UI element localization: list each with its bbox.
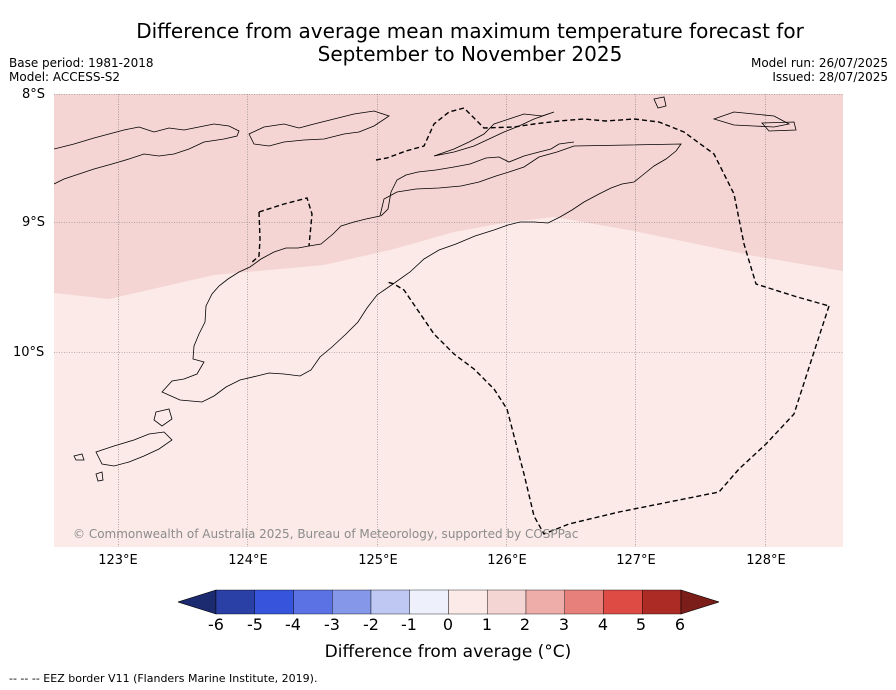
lon-label-127e: 127°E: [616, 553, 656, 568]
base-period-text: Base period: 1981-2018: [9, 56, 154, 70]
colorbar-tick-5: 5: [635, 615, 647, 634]
colorbar-tick-minus-3: -3: [324, 615, 340, 634]
graticule: [54, 94, 843, 547]
anomaly-region-1-to-2: [54, 94, 843, 299]
colorbar-tick-1: 1: [481, 615, 493, 634]
alor-island: [248, 110, 390, 147]
timor-south-coast: [161, 143, 682, 403]
small-island-1: [653, 96, 667, 109]
colorbar-segment-4: [370, 589, 410, 615]
colorbar-segment-3: [332, 589, 372, 615]
lon-label-126e: 126°E: [487, 553, 527, 568]
eez-border-north: [249, 211, 261, 265]
colorbar: [178, 589, 719, 615]
colorbar-tick-3: 3: [558, 615, 570, 634]
colorbar-tick-minus-2: -2: [363, 615, 379, 634]
lon-label-125e: 125°E: [358, 553, 398, 568]
chart-title: Difference from average mean maximum tem…: [0, 20, 896, 66]
colorbar-label: Difference from average (°C): [324, 642, 572, 662]
timor-north-coast: [380, 141, 575, 217]
colorbar-segment-1: [254, 589, 294, 615]
colorbar-segment-2: [293, 589, 333, 615]
small-island-2: [712, 111, 791, 128]
title-line-1: Difference from average mean maximum tem…: [136, 19, 804, 43]
colorbar-segment-8: [525, 589, 565, 615]
eez-border-timor-north: [375, 107, 830, 307]
lat-label-10s: 10°S: [13, 345, 45, 360]
colorbar-tick-minus-5: -5: [247, 615, 263, 634]
model-text: Model: ACCESS-S2: [9, 70, 121, 84]
west-tip-island: [95, 431, 173, 467]
lon-label-128e: 128°E: [746, 553, 786, 568]
eez-border-enclave: [258, 197, 313, 247]
colorbar-under-arrow: [178, 589, 217, 615]
small-island-3: [761, 121, 797, 132]
colorbar-tick-2: 2: [519, 615, 531, 634]
eez-border-south: [386, 281, 830, 535]
colorbar-tick-minus-6: -6: [208, 615, 224, 634]
colorbar-segment-9: [564, 589, 604, 615]
colorbar-segment-10: [603, 589, 643, 615]
issued-text: Issued: 28/07/2025: [772, 70, 888, 84]
savu-island: [73, 453, 85, 461]
colorbar-tick-4: 4: [597, 615, 609, 634]
colorbar-tick-0: 0: [442, 615, 454, 634]
colorbar-segment-5: [409, 589, 449, 615]
model-run-text: Model run: 26/07/2025: [750, 56, 888, 70]
colorbar-tick-minus-1: -1: [401, 615, 417, 634]
wetar-island: [433, 111, 555, 157]
footer-note: -- -- -- EEZ border V11 (Flanders Marine…: [9, 672, 318, 685]
colorbar-segment-0: [215, 589, 255, 615]
colorbar-segment-6: [448, 589, 488, 615]
small-island-4: [95, 471, 104, 482]
lon-label-124e: 124°E: [228, 553, 268, 568]
meta-left: Base period: 1981-2018 Model: ACCESS-S2: [9, 56, 154, 84]
colorbar-tick-minus-4: -4: [285, 615, 301, 634]
colorbar-segment-7: [487, 589, 527, 615]
map: [54, 94, 843, 547]
rote-island: [153, 408, 173, 427]
coastline: [54, 96, 797, 482]
lat-label-8s: 8°S: [22, 87, 46, 102]
eez-border: [249, 107, 830, 535]
flores-strait-islands: [54, 123, 240, 185]
copyright-notice: © Commonwealth of Australia 2025, Bureau…: [73, 527, 579, 541]
meta-right: Model run: 26/07/2025 Issued: 28/07/2025: [751, 56, 888, 84]
title-line-2: September to November 2025: [317, 42, 623, 66]
colorbar-segment-11: [642, 589, 682, 615]
colorbar-over-arrow: [680, 589, 719, 615]
lat-label-9s: 9°S: [22, 215, 46, 230]
colorbar-tick-6: 6: [674, 615, 686, 634]
lon-label-123e: 123°E: [98, 553, 138, 568]
